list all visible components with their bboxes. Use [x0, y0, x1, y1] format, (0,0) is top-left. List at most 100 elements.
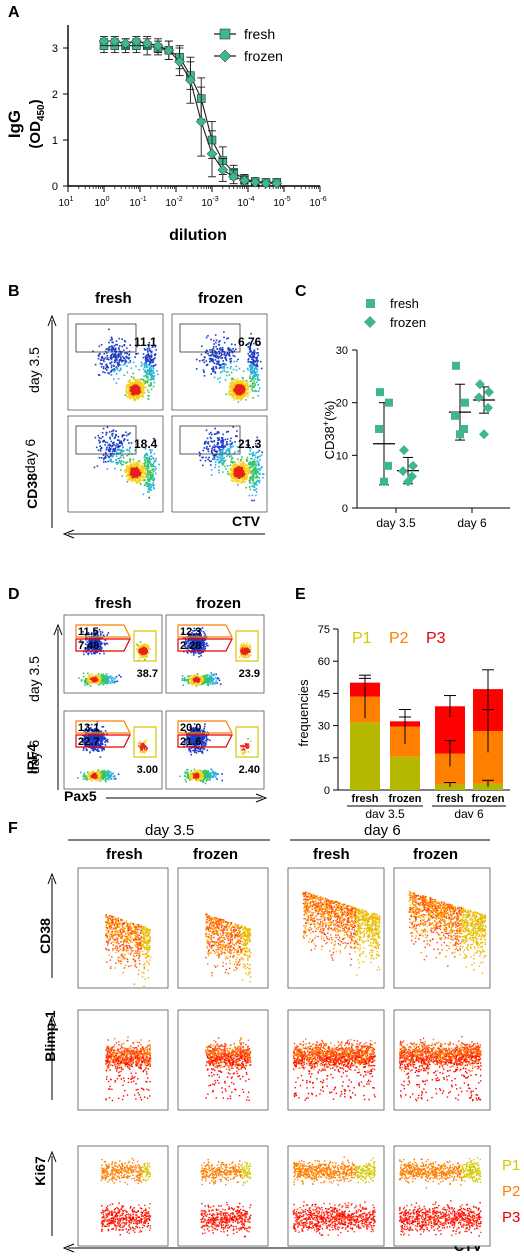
flow-b-event	[111, 346, 114, 348]
flow-b-event	[137, 466, 140, 468]
flow-b-event	[129, 379, 131, 381]
flow-b-event	[221, 452, 224, 455]
flow-b-event	[252, 390, 254, 392]
flow-b-event	[239, 393, 241, 396]
flow-d-event	[90, 637, 92, 639]
flow-b-event	[142, 471, 145, 473]
flow-b-plot-2: 18.4	[67, 415, 164, 513]
flow-b-event	[111, 452, 114, 455]
flow-b-event	[214, 371, 216, 373]
flow-b-event	[140, 390, 143, 393]
flow-b-event	[146, 370, 149, 373]
flow-b-event	[145, 355, 147, 358]
flow-d-gate-p2	[75, 638, 131, 652]
flow-b-event	[212, 446, 214, 448]
flow-b-event	[249, 369, 252, 372]
flow-b-event	[110, 336, 113, 339]
flow-d-event	[84, 649, 87, 651]
flow-b-event	[107, 460, 109, 463]
flow-d-event	[97, 650, 99, 653]
flow-b-event	[225, 363, 228, 366]
flow-b-event	[238, 464, 240, 467]
flow-b-event	[152, 487, 155, 489]
flow-b-event	[221, 464, 224, 466]
flow-b-event	[121, 345, 123, 348]
flow-b-event	[136, 474, 139, 477]
flow-b-event	[201, 345, 203, 348]
flow-b-event	[255, 488, 258, 490]
flow-b-event	[216, 446, 219, 448]
flow-b-event	[139, 474, 141, 476]
flow-d-event	[96, 675, 99, 677]
flow-b-event	[141, 466, 143, 468]
flow-b-event	[245, 477, 248, 480]
flow-b-event	[111, 433, 113, 436]
flow-b-event	[132, 361, 135, 364]
flow-b-event	[229, 464, 232, 467]
tick-label-c-y: 10	[336, 450, 348, 462]
flow-b-event	[128, 473, 131, 475]
flow-b-event	[238, 467, 241, 469]
chart-c-legend: fresh frozen	[364, 296, 426, 330]
flow-b-event	[115, 430, 117, 432]
flow-b-event	[237, 461, 240, 464]
flow-b-event	[138, 477, 140, 480]
chart-a-ylabel-unit: (OD450)	[27, 99, 47, 148]
flow-b-event	[99, 445, 101, 448]
flow-b-event	[237, 380, 240, 382]
flow-b-event	[137, 471, 140, 473]
flow-d-event	[141, 655, 144, 657]
flow-b-event	[219, 366, 221, 369]
flow-b-event	[130, 464, 133, 466]
flow-d-event	[102, 673, 105, 676]
flow-d-event	[141, 646, 144, 649]
flow-b-event	[110, 460, 113, 463]
flow-b-event	[224, 356, 227, 359]
flow-b-event	[218, 353, 221, 355]
flow-b-event	[218, 348, 221, 350]
flow-b-event	[129, 381, 132, 384]
flow-b-event	[146, 474, 148, 476]
flow-b-event	[249, 450, 252, 452]
flow-b-event	[234, 468, 236, 470]
flow-b-event	[125, 389, 128, 391]
flow-d-event	[85, 632, 88, 635]
flow-b-event	[121, 360, 123, 363]
flow-b-event	[222, 360, 225, 362]
flow-b-event	[231, 446, 233, 448]
flow-b-event	[253, 468, 256, 471]
flow-b-event	[228, 474, 231, 476]
flow-b-event	[247, 361, 250, 363]
flow-b-event	[249, 364, 252, 366]
flow-d-event	[143, 656, 145, 658]
flow-b-event	[127, 479, 130, 481]
flow-b-event	[252, 460, 255, 463]
flow-b-event	[115, 434, 118, 437]
flow-b-event	[150, 351, 153, 354]
flow-b-event	[152, 485, 154, 487]
flow-b-event	[103, 461, 105, 463]
flow-b-event	[111, 353, 113, 356]
flow-d-event	[88, 680, 90, 682]
flow-b-event	[139, 473, 141, 475]
flow-b-event	[113, 354, 115, 357]
flow-b-event	[141, 378, 144, 381]
flow-b-event	[232, 393, 235, 396]
flow-d-event	[88, 648, 91, 650]
flow-b-event	[153, 364, 155, 367]
flow-b-event	[102, 371, 104, 373]
flow-b-event	[231, 394, 234, 396]
flow-b-event	[254, 456, 257, 459]
flow-d-event	[97, 676, 100, 679]
flow-b-event	[136, 473, 139, 476]
flow-b-event	[244, 388, 246, 391]
flow-d-event	[193, 641, 196, 643]
flow-b-event	[214, 352, 217, 355]
flow-b-event	[211, 447, 213, 450]
flow-b-event	[217, 361, 220, 364]
flow-b-event	[150, 464, 152, 467]
flow-b-event	[132, 395, 135, 398]
flow-d-event	[92, 640, 94, 643]
flow-b-event	[117, 377, 120, 380]
